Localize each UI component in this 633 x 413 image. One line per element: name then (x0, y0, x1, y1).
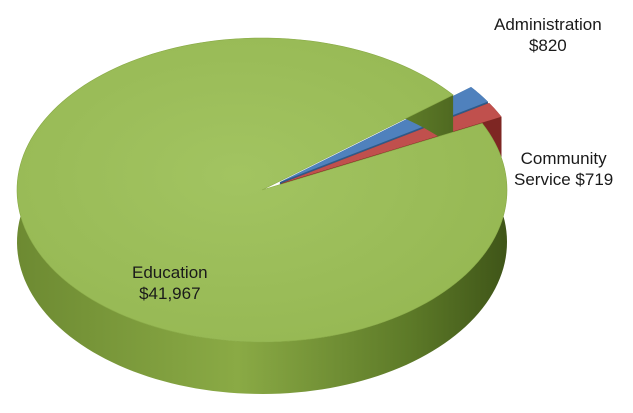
label-community-service-line1: Community (520, 149, 607, 168)
label-administration-value: $820 (528, 36, 567, 55)
label-community-service-line2: Service $719 (514, 170, 614, 189)
label-administration: Administration $820 (494, 14, 602, 56)
label-education-value: $41,967 (139, 284, 201, 303)
label-education: Education $41,967 (132, 262, 208, 304)
pie-slice-education-top (16, 37, 508, 343)
label-education-name: Education (132, 263, 208, 282)
label-administration-name: Administration (494, 15, 602, 34)
pie-slice-education (16, 37, 508, 394)
label-community-service: Community Service $719 (514, 148, 613, 190)
